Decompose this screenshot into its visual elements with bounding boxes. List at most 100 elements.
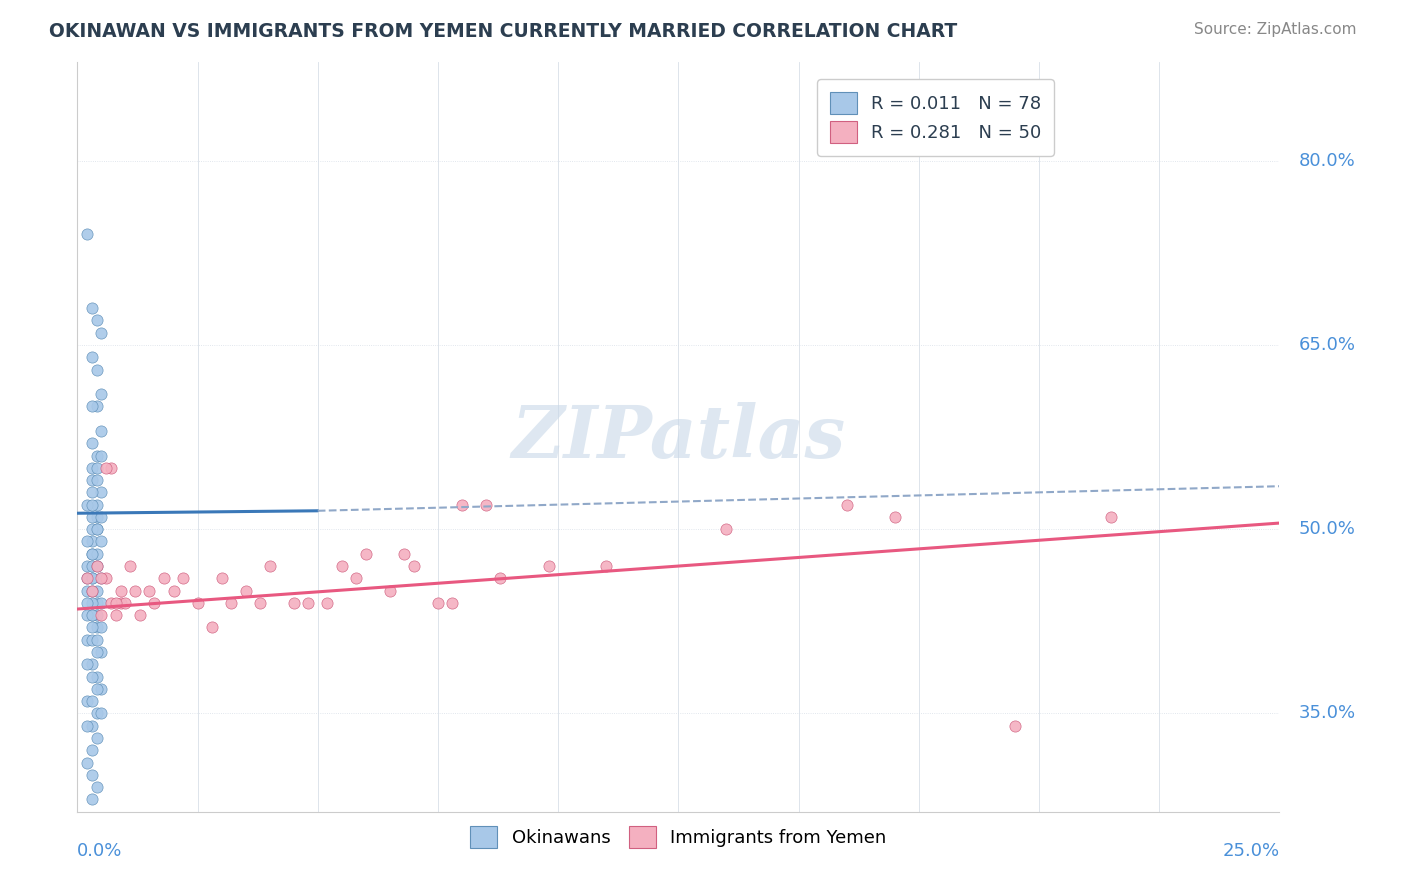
Point	[80, 608, 103, 623]
Point	[90, 620, 112, 634]
Point	[80, 510, 103, 524]
Point	[80, 657, 103, 672]
Point	[80, 596, 103, 610]
Point	[76, 608, 98, 623]
Point	[80, 571, 103, 585]
Point	[80, 522, 103, 536]
Point	[186, 596, 209, 610]
Text: 80.0%: 80.0%	[1299, 152, 1355, 169]
Point	[76, 227, 98, 242]
Point	[475, 498, 498, 512]
Point	[76, 583, 98, 598]
Point	[86, 731, 108, 745]
Point	[80, 571, 103, 585]
Point	[344, 571, 367, 585]
Point	[86, 632, 108, 647]
Point	[427, 596, 450, 610]
Point	[90, 387, 112, 401]
Point	[110, 596, 132, 610]
Point	[76, 498, 98, 512]
Point	[283, 596, 305, 610]
Point	[86, 645, 108, 659]
Point	[883, 510, 905, 524]
Point	[80, 719, 103, 733]
Point	[80, 534, 103, 549]
Point	[80, 485, 103, 500]
Point	[100, 596, 122, 610]
Text: Source: ZipAtlas.com: Source: ZipAtlas.com	[1194, 22, 1357, 37]
Point	[297, 596, 319, 610]
Point	[86, 510, 108, 524]
Point	[76, 756, 98, 770]
Point	[162, 583, 184, 598]
Point	[80, 400, 103, 414]
Point	[76, 534, 98, 549]
Point	[86, 522, 108, 536]
Point	[90, 706, 112, 721]
Point	[128, 608, 150, 623]
Point	[537, 559, 560, 574]
Point	[90, 596, 112, 610]
Point	[235, 583, 257, 598]
Point	[86, 362, 108, 376]
Point	[86, 498, 108, 512]
Point	[153, 571, 176, 585]
Point	[330, 559, 353, 574]
Point	[80, 460, 103, 475]
Point	[441, 596, 464, 610]
Point	[80, 559, 103, 574]
Point	[259, 559, 281, 574]
Point	[80, 473, 103, 487]
Point	[80, 498, 103, 512]
Point	[104, 596, 127, 610]
Text: 35.0%: 35.0%	[1299, 705, 1355, 723]
Point	[120, 559, 142, 574]
Point	[80, 620, 103, 634]
Point	[90, 534, 112, 549]
Point	[378, 583, 401, 598]
Point	[90, 571, 112, 585]
Point	[80, 608, 103, 623]
Point	[76, 571, 98, 585]
Point	[76, 571, 98, 585]
Point	[86, 596, 108, 610]
Point	[76, 657, 98, 672]
Point	[80, 670, 103, 684]
Point	[316, 596, 339, 610]
Point	[86, 400, 108, 414]
Point	[354, 547, 377, 561]
Point	[138, 583, 160, 598]
Point	[86, 559, 108, 574]
Point	[86, 313, 108, 327]
Point	[451, 498, 474, 512]
Point	[80, 350, 103, 364]
Point	[172, 571, 194, 585]
Point	[86, 473, 108, 487]
Point	[86, 608, 108, 623]
Point	[80, 547, 103, 561]
Point	[201, 620, 224, 634]
Point	[219, 596, 242, 610]
Text: ZIPatlas: ZIPatlas	[512, 401, 845, 473]
Point	[104, 608, 127, 623]
Text: OKINAWAN VS IMMIGRANTS FROM YEMEN CURRENTLY MARRIED CORRELATION CHART: OKINAWAN VS IMMIGRANTS FROM YEMEN CURREN…	[49, 22, 957, 41]
Point	[86, 559, 108, 574]
Point	[96, 460, 118, 475]
Point	[80, 301, 103, 315]
Point	[211, 571, 233, 585]
Text: 50.0%: 50.0%	[1299, 520, 1355, 538]
Point	[716, 522, 738, 536]
Legend: Okinawans, Immigrants from Yemen: Okinawans, Immigrants from Yemen	[463, 819, 894, 855]
Point	[86, 706, 108, 721]
Point	[80, 694, 103, 708]
Point	[76, 719, 98, 733]
Point	[80, 583, 103, 598]
Point	[1099, 510, 1122, 524]
Point	[489, 571, 512, 585]
Point	[86, 547, 108, 561]
Point	[86, 449, 108, 463]
Point	[90, 326, 112, 340]
Point	[80, 436, 103, 450]
Point	[90, 608, 112, 623]
Point	[76, 596, 98, 610]
